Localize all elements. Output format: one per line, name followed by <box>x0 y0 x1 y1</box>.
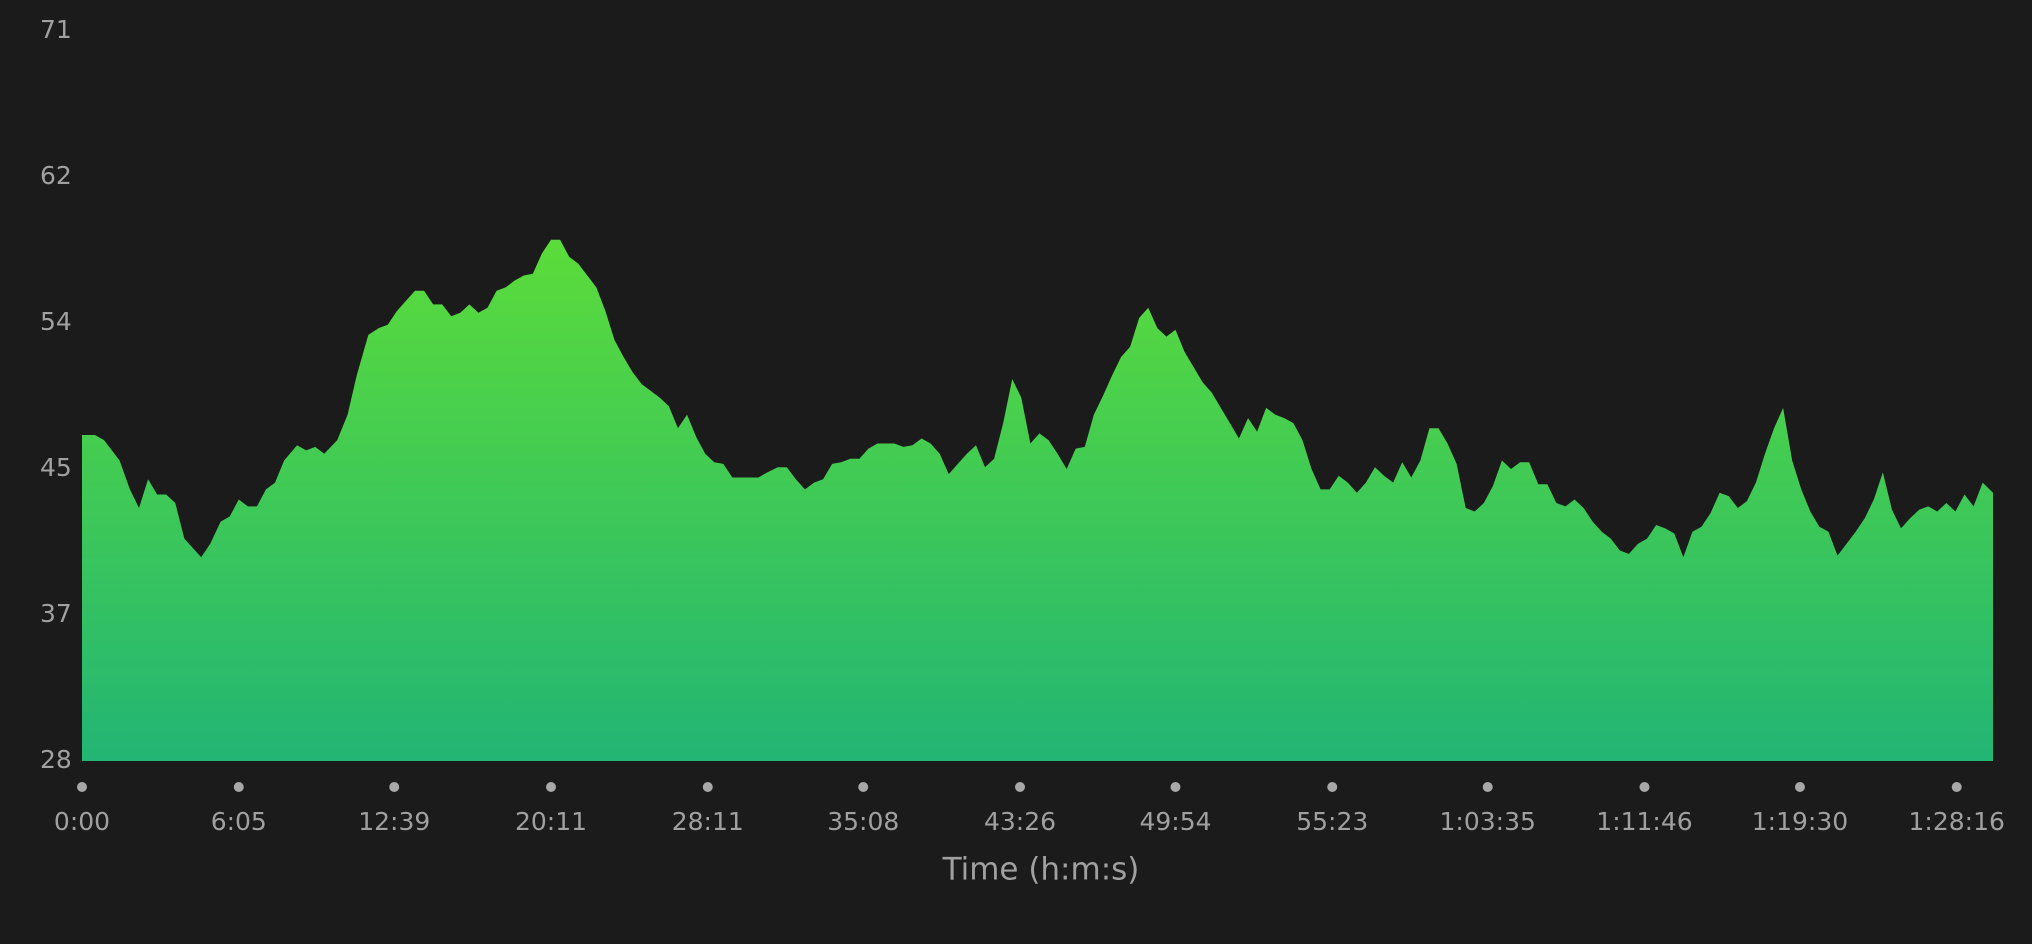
x-tick-dot <box>546 782 557 792</box>
x-tick-dot <box>1482 782 1493 792</box>
x-tick-dot <box>1951 782 1962 792</box>
x-tick-label: 35:08 <box>827 807 899 836</box>
y-tick-label: 45 <box>40 453 72 482</box>
x-tick-dot <box>77 782 87 792</box>
area <box>82 239 1993 761</box>
x-tick-label: 43:26 <box>984 807 1056 836</box>
y-tick-label: 37 <box>40 599 72 628</box>
x-tick-label: 1:28:16 <box>1909 807 2005 836</box>
x-tick-dot <box>1639 782 1650 792</box>
x-tick-label: 0:00 <box>54 807 110 836</box>
x-tick-label: 6:05 <box>211 807 267 836</box>
x-tick-dot <box>389 782 400 792</box>
x-tick-dot <box>1015 782 1026 792</box>
x-tick-label: 1:11:46 <box>1596 807 1692 836</box>
x-axis-title: Time (h:m:s) <box>942 852 1140 888</box>
x-tick-label: 49:54 <box>1139 807 1211 836</box>
x-tick-label: 20:11 <box>515 807 587 836</box>
y-tick-label: 62 <box>40 161 72 190</box>
x-tick-dot <box>1794 782 1805 792</box>
x-tick-label: 55:23 <box>1296 807 1368 836</box>
x-tick-label: 1:19:30 <box>1752 807 1848 836</box>
x-tick-dot <box>1170 782 1181 792</box>
x-tick-dot <box>1327 782 1338 792</box>
x-tick-label: 28:11 <box>672 807 744 836</box>
x-tick-dot <box>858 782 869 792</box>
x-tick-label: 1:03:35 <box>1440 807 1536 836</box>
y-tick-label: 71 <box>40 15 72 44</box>
x-tick-dot <box>702 782 713 792</box>
x-tick-dot <box>233 782 244 792</box>
x-tick-label: 12:39 <box>358 807 430 836</box>
y-tick-label: 54 <box>40 307 72 336</box>
y-tick-label: 28 <box>40 745 72 774</box>
